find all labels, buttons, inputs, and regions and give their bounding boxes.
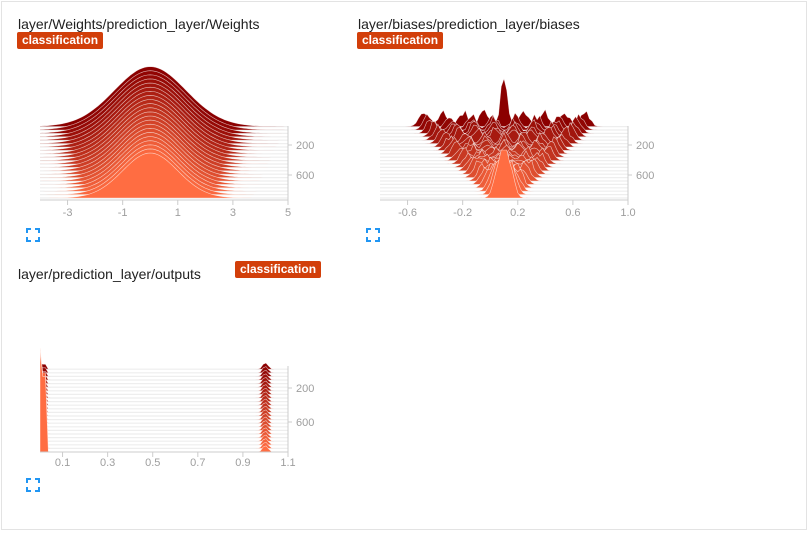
- x-tick-label: 1: [175, 207, 181, 219]
- step-tick-label: 200: [296, 140, 314, 152]
- histogram-ridge: [380, 77, 628, 127]
- step-tick-label: 600: [296, 170, 314, 182]
- histogram-chart-biases[interactable]: -0.6 -0.2 0.2 0.6 1.0 200 600: [0, 0, 680, 225]
- histogram-ridge: [380, 149, 628, 199]
- step-tick-label: 600: [296, 417, 314, 429]
- expand-icon[interactable]: [26, 228, 40, 242]
- x-tick-label: 0.3: [100, 457, 115, 469]
- x-tick-label: 3: [230, 207, 236, 219]
- x-tick-label: 0.6: [565, 207, 580, 219]
- run-badge[interactable]: classification: [235, 261, 322, 278]
- card-title: layer/biases/prediction_layer/biases: [358, 16, 580, 32]
- expand-icon[interactable]: [366, 228, 380, 242]
- histogram-ridge: [39, 362, 288, 370]
- expand-icon[interactable]: [26, 478, 40, 492]
- x-tick-label: 1.1: [280, 457, 295, 469]
- x-tick-label: 0.1: [55, 457, 70, 469]
- step-tick-label: 600: [636, 170, 654, 182]
- x-tick-label: -3: [63, 207, 73, 219]
- histogram-ridge: [380, 112, 628, 131]
- histogram-ridge: [380, 114, 628, 134]
- x-tick-label: -0.6: [398, 207, 417, 219]
- run-badge[interactable]: classification: [357, 32, 444, 49]
- card-title: layer/prediction_layer/outputs: [18, 266, 201, 282]
- card-title: layer/Weights/prediction_layer/Weights: [18, 16, 260, 32]
- run-badge[interactable]: classification: [17, 32, 104, 49]
- x-tick-label: 0.5: [145, 457, 160, 469]
- histogram-ridge: [39, 347, 288, 449]
- x-tick-label: 0.2: [510, 207, 525, 219]
- x-tick-label: -0.2: [453, 207, 472, 219]
- x-tick-label: 0.7: [190, 457, 205, 469]
- step-tick-label: 200: [636, 140, 654, 152]
- histogram-chart-weights[interactable]: -3 -1 1 3 5 200 600: [0, 0, 330, 225]
- x-tick-label: 5: [285, 207, 291, 219]
- x-tick-label: 1.0: [620, 207, 635, 219]
- histogram-ridge: [40, 152, 288, 199]
- x-tick-label: 0.9: [235, 457, 250, 469]
- histogram-chart-outputs[interactable]: 0.1 0.3 0.5 0.7 0.9 1.1 200 600: [0, 0, 330, 475]
- step-tick-label: 200: [296, 383, 314, 395]
- x-tick-label: -1: [118, 207, 128, 219]
